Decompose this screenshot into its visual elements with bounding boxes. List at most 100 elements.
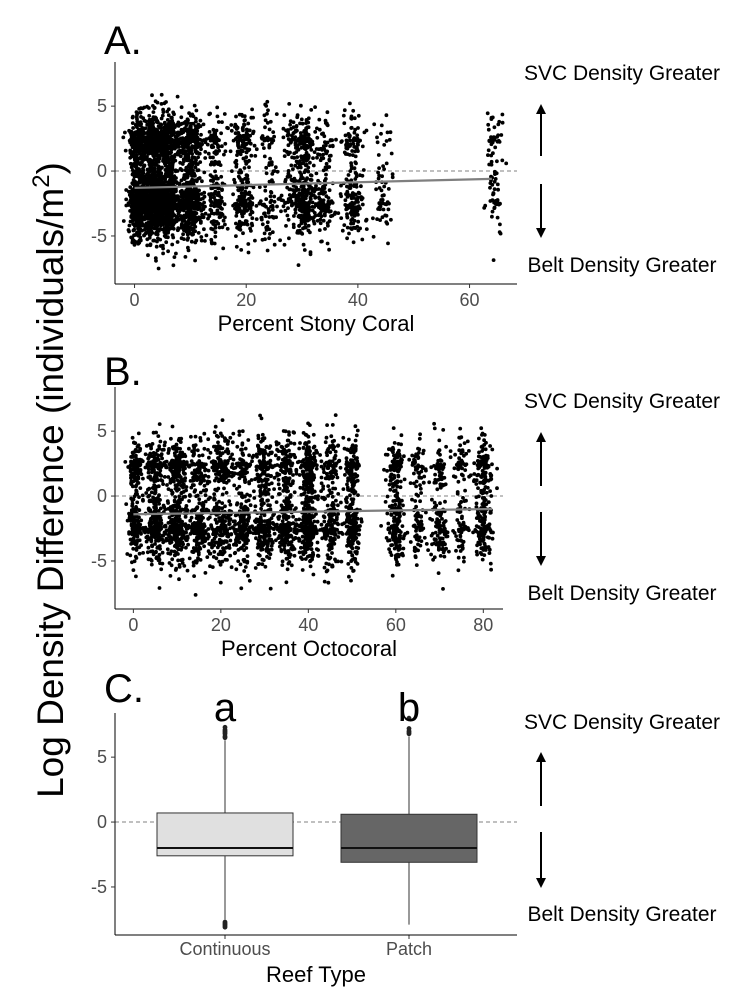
data-point <box>298 131 303 135</box>
data-point <box>160 227 165 232</box>
data-point <box>135 546 139 550</box>
data-point <box>356 190 361 195</box>
data-point <box>149 460 154 465</box>
data-point <box>163 524 168 529</box>
data-point <box>360 196 365 201</box>
data-point <box>325 241 330 246</box>
data-point <box>133 223 137 228</box>
data-point <box>169 161 174 166</box>
data-point <box>138 457 143 462</box>
data-point <box>253 154 258 158</box>
data-point <box>284 128 288 133</box>
data-point <box>191 220 195 225</box>
data-point <box>264 225 269 230</box>
data-point <box>135 457 139 461</box>
data-point <box>223 149 228 154</box>
data-point <box>274 112 279 116</box>
data-point <box>147 174 152 179</box>
data-point <box>159 478 163 482</box>
data-point <box>191 226 196 230</box>
data-point <box>145 237 150 242</box>
data-point <box>352 166 357 171</box>
data-point <box>146 545 151 550</box>
data-point <box>241 196 246 201</box>
data-point <box>188 196 193 201</box>
data-point <box>295 138 300 143</box>
data-point <box>214 128 219 133</box>
data-point <box>157 501 162 506</box>
data-point <box>316 152 320 157</box>
data-point <box>292 202 297 206</box>
data-point <box>303 196 308 201</box>
data-point <box>301 226 305 231</box>
data-point <box>156 159 161 164</box>
data-point <box>292 137 297 142</box>
data-point <box>236 205 241 210</box>
data-point <box>127 531 131 536</box>
data-point <box>267 127 272 132</box>
data-point <box>230 169 234 174</box>
data-point <box>168 169 172 174</box>
data-point <box>342 223 347 228</box>
data-point <box>161 197 166 201</box>
data-point <box>146 253 150 258</box>
data-point <box>353 154 358 159</box>
data-point <box>356 143 360 147</box>
data-point <box>492 187 497 192</box>
data-point <box>147 106 151 110</box>
data-point <box>330 144 335 149</box>
data-point <box>144 157 149 162</box>
data-point <box>165 109 170 114</box>
data-point <box>150 208 155 212</box>
data-point <box>325 110 330 115</box>
data-point <box>385 130 390 135</box>
data-point <box>389 217 393 222</box>
data-point <box>301 242 306 247</box>
data-point <box>152 176 157 181</box>
data-point <box>150 121 155 125</box>
data-point <box>150 133 154 138</box>
data-point <box>192 103 197 108</box>
data-point <box>183 191 188 196</box>
data-point <box>182 176 186 180</box>
data-point <box>374 187 378 192</box>
data-point <box>215 139 219 144</box>
data-point <box>272 194 277 199</box>
data-point <box>206 151 211 156</box>
data-point <box>131 126 136 130</box>
data-point <box>155 136 160 141</box>
data-point <box>140 493 145 498</box>
data-point <box>148 557 153 562</box>
data-point <box>163 179 168 184</box>
data-point <box>170 155 175 160</box>
data-point <box>356 219 361 224</box>
data-point <box>495 159 499 164</box>
data-point <box>157 586 162 590</box>
data-point <box>130 560 134 565</box>
data-point <box>214 256 218 261</box>
data-point <box>226 126 230 131</box>
data-point <box>384 202 389 207</box>
data-point <box>172 174 177 179</box>
data-point <box>165 465 169 470</box>
data-point <box>169 195 173 200</box>
data-point <box>216 190 221 195</box>
data-point <box>382 184 387 189</box>
data-point <box>500 112 505 117</box>
data-point <box>121 135 126 140</box>
data-point <box>254 217 259 222</box>
data-point <box>257 201 262 206</box>
data-point <box>223 141 228 146</box>
data-point <box>345 207 349 211</box>
data-point <box>169 115 174 120</box>
data-point <box>151 451 156 455</box>
data-point <box>376 153 381 157</box>
data-point <box>154 189 159 194</box>
data-point <box>490 209 495 214</box>
data-point <box>233 202 237 206</box>
data-point <box>262 231 267 236</box>
data-point <box>134 140 139 145</box>
data-point <box>145 550 150 555</box>
data-point <box>136 161 141 166</box>
data-point <box>136 480 140 485</box>
